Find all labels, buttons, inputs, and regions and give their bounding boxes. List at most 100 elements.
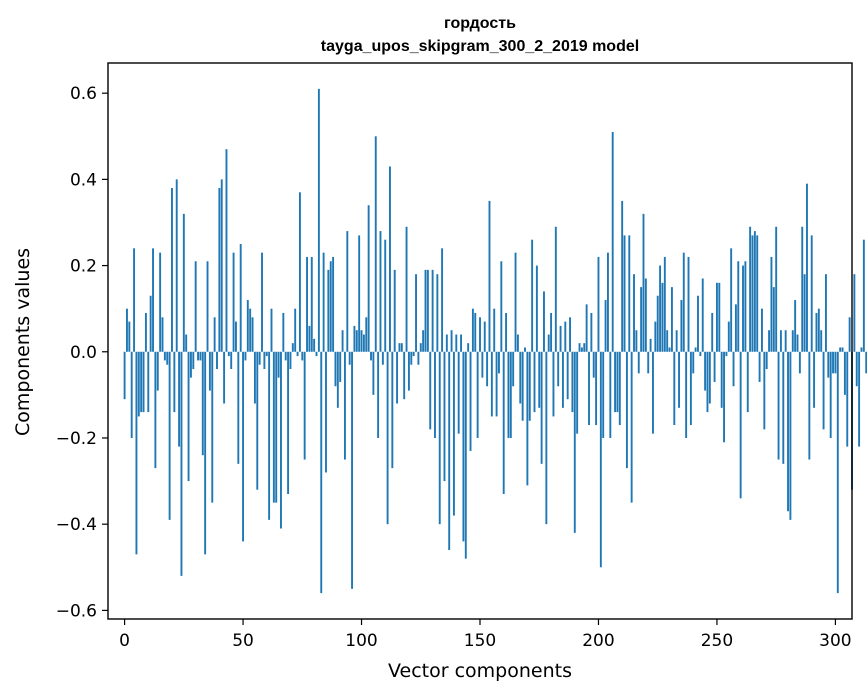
bar-41 xyxy=(220,179,223,352)
bar-30 xyxy=(194,261,197,352)
bar-187 xyxy=(566,351,569,400)
bar-183 xyxy=(557,351,560,387)
bar-171 xyxy=(528,351,531,421)
bar-248 xyxy=(711,312,714,352)
x-axis: 0 50 100 150 200 250 300 xyxy=(119,619,852,651)
bar-294 xyxy=(820,330,823,352)
bar-167 xyxy=(519,351,522,404)
bar-291 xyxy=(813,351,816,408)
bar-29 xyxy=(192,351,195,370)
bar-2 xyxy=(128,321,131,352)
bar-55 xyxy=(253,351,256,404)
bar-18 xyxy=(166,351,169,365)
bar-73 xyxy=(296,351,299,357)
bar-218 xyxy=(640,287,643,352)
bar-240 xyxy=(692,351,695,374)
bar-43 xyxy=(225,149,228,352)
bar-224 xyxy=(654,321,657,352)
bar-208 xyxy=(616,351,619,413)
bar-121 xyxy=(410,351,413,365)
bar-70 xyxy=(289,351,292,370)
bar-312 xyxy=(862,239,865,352)
bar-144 xyxy=(464,351,467,559)
bar-155 xyxy=(490,351,493,417)
bar-160 xyxy=(502,351,505,495)
bar-23 xyxy=(178,351,181,447)
bar-88 xyxy=(332,256,335,352)
bar-8 xyxy=(142,351,145,413)
bar-189 xyxy=(571,351,574,413)
bar-279 xyxy=(784,330,787,352)
bar-12 xyxy=(152,248,154,352)
bar-220 xyxy=(644,278,647,352)
bar-114 xyxy=(393,269,396,352)
bar-14 xyxy=(156,351,159,391)
bar-83 xyxy=(320,351,323,594)
bar-100 xyxy=(360,330,363,352)
bar-107 xyxy=(377,351,380,438)
bar-49 xyxy=(239,244,242,352)
bar-274 xyxy=(772,287,775,352)
bar-86 xyxy=(327,269,330,352)
bar-48 xyxy=(237,351,240,464)
x-tick-label: 200 xyxy=(582,631,614,651)
bar-236 xyxy=(682,252,685,352)
bar-288 xyxy=(806,183,808,352)
bar-77 xyxy=(306,256,308,352)
bar-90 xyxy=(336,351,339,408)
bar-193 xyxy=(580,347,583,352)
bar-118 xyxy=(403,351,406,400)
bar-24 xyxy=(180,351,183,576)
bar-133 xyxy=(438,351,441,525)
bar-243 xyxy=(699,351,702,357)
bar-126 xyxy=(422,330,425,352)
bar-50 xyxy=(242,351,245,542)
bar-38 xyxy=(213,317,216,352)
bar-59 xyxy=(263,351,266,370)
y-tick-label: −0.2 xyxy=(56,429,97,449)
bar-5 xyxy=(135,351,138,555)
bar-16 xyxy=(161,317,164,352)
bar-61 xyxy=(268,351,271,520)
x-tick-label: 100 xyxy=(345,631,377,651)
bar-313 xyxy=(865,351,867,374)
bar-301 xyxy=(836,351,839,594)
bar-270 xyxy=(763,351,766,430)
bar-64 xyxy=(275,351,278,503)
bar-254 xyxy=(725,351,728,357)
bar-179 xyxy=(547,334,550,352)
bar-92 xyxy=(341,330,344,352)
bar-305 xyxy=(846,351,849,447)
bar-119 xyxy=(405,226,408,352)
bar-158 xyxy=(498,351,500,374)
bar-79 xyxy=(310,256,313,352)
bar-247 xyxy=(708,351,711,404)
bar-174 xyxy=(535,265,538,352)
bar-253 xyxy=(723,351,725,443)
bar-96 xyxy=(351,351,353,589)
y-axis-label: Components values xyxy=(12,248,34,436)
bar-58 xyxy=(261,252,263,352)
bar-190 xyxy=(573,351,576,533)
bar-303 xyxy=(841,347,844,352)
bar-120 xyxy=(407,351,410,391)
bar-277 xyxy=(779,330,782,352)
bar-257 xyxy=(732,351,735,387)
bar-285 xyxy=(798,351,801,374)
bar-13 xyxy=(154,351,157,469)
bar-148 xyxy=(474,312,477,352)
bar-309 xyxy=(855,351,858,387)
bar-176 xyxy=(540,351,543,464)
bar-210 xyxy=(621,200,624,352)
bar-51 xyxy=(244,351,247,361)
bar-175 xyxy=(538,351,541,408)
bar-213 xyxy=(628,235,631,352)
bar-261 xyxy=(742,265,744,352)
bar-125 xyxy=(419,343,422,352)
bar-212 xyxy=(625,351,628,469)
bar-196 xyxy=(588,351,590,426)
bar-78 xyxy=(308,325,311,352)
bar-234 xyxy=(678,351,680,408)
bar-127 xyxy=(424,269,427,352)
bar-188 xyxy=(569,317,571,352)
